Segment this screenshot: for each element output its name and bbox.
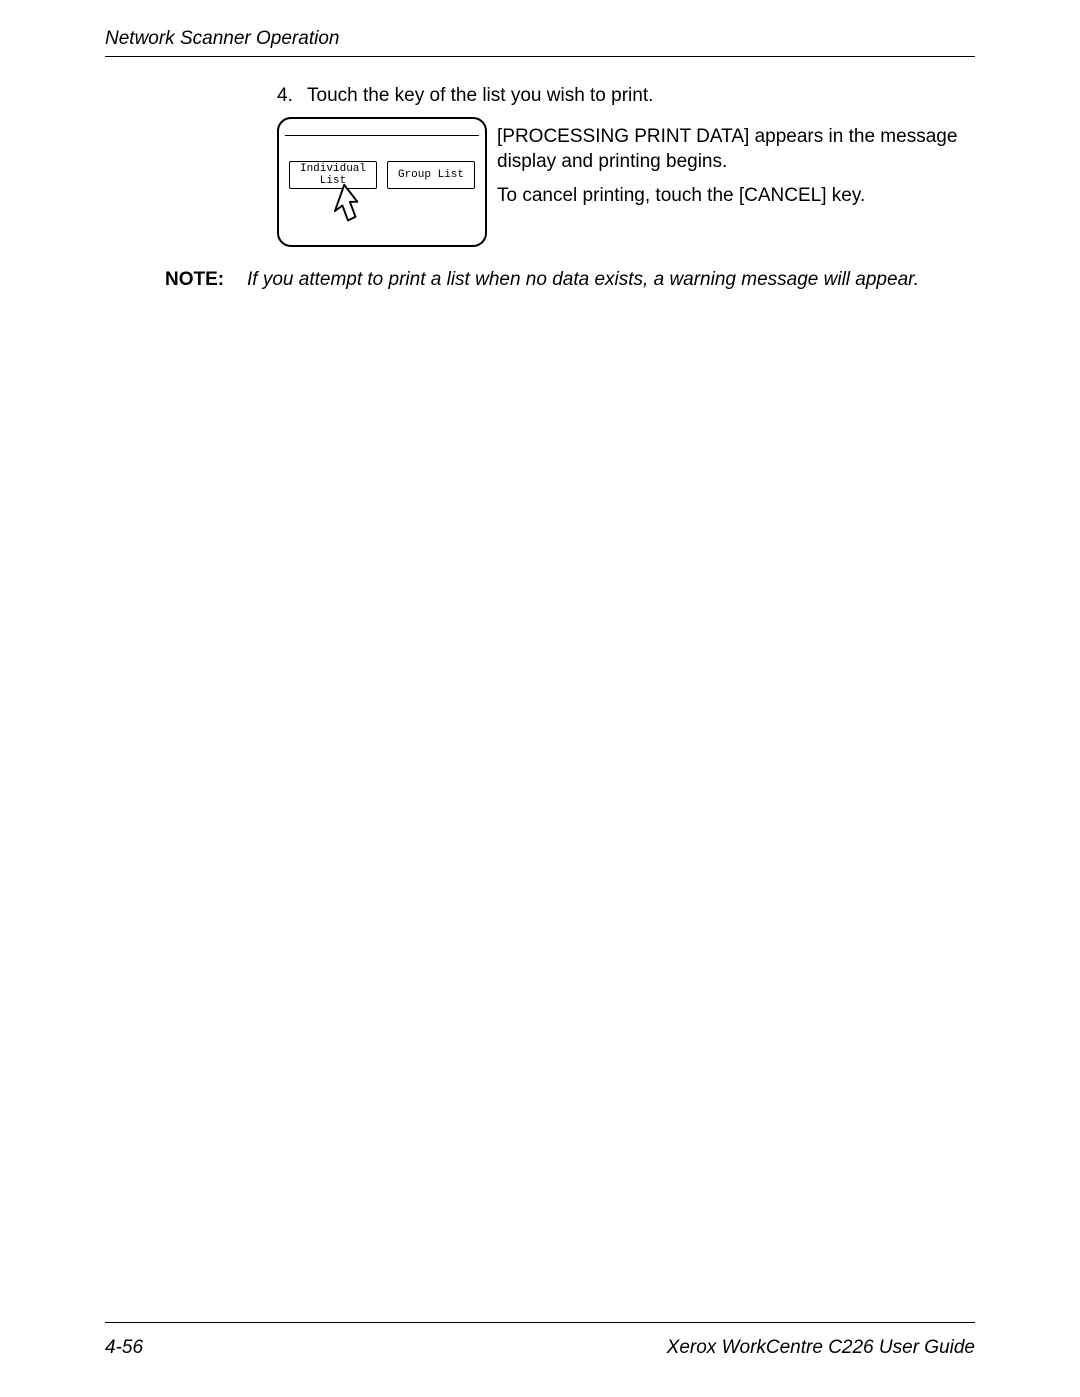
- individual-list-label-1: Individual: [300, 163, 366, 175]
- step-number: 4.: [277, 85, 307, 107]
- screen-outline: Individual List Group List: [277, 117, 487, 247]
- touchscreen-diagram: Individual List Group List: [277, 117, 487, 247]
- screen-divider: [285, 135, 479, 136]
- guide-title: Xerox WorkCentre C226 User Guide: [667, 1337, 975, 1359]
- page-header: Network Scanner Operation: [105, 28, 975, 57]
- note-row: NOTE: If you attempt to print a list whe…: [165, 269, 975, 291]
- processing-text: [PROCESSING PRINT DATA] appears in the m…: [497, 125, 975, 174]
- pointer-cursor-icon: [329, 183, 367, 228]
- note-text: If you attempt to print a list when no d…: [247, 269, 919, 291]
- step-row: 4. Touch the key of the list you wish to…: [277, 85, 975, 107]
- cancel-text: To cancel printing, touch the [CANCEL] k…: [497, 184, 975, 209]
- note-label: NOTE:: [165, 269, 247, 291]
- group-list-button: Group List: [387, 161, 475, 189]
- page-footer: 4-56 Xerox WorkCentre C226 User Guide: [105, 1322, 975, 1359]
- step-description: [PROCESSING PRINT DATA] appears in the m…: [497, 125, 975, 209]
- step-text: Touch the key of the list you wish to pr…: [307, 85, 653, 107]
- group-list-label: Group List: [398, 169, 464, 181]
- page-number: 4-56: [105, 1337, 143, 1359]
- header-title: Network Scanner Operation: [105, 28, 975, 50]
